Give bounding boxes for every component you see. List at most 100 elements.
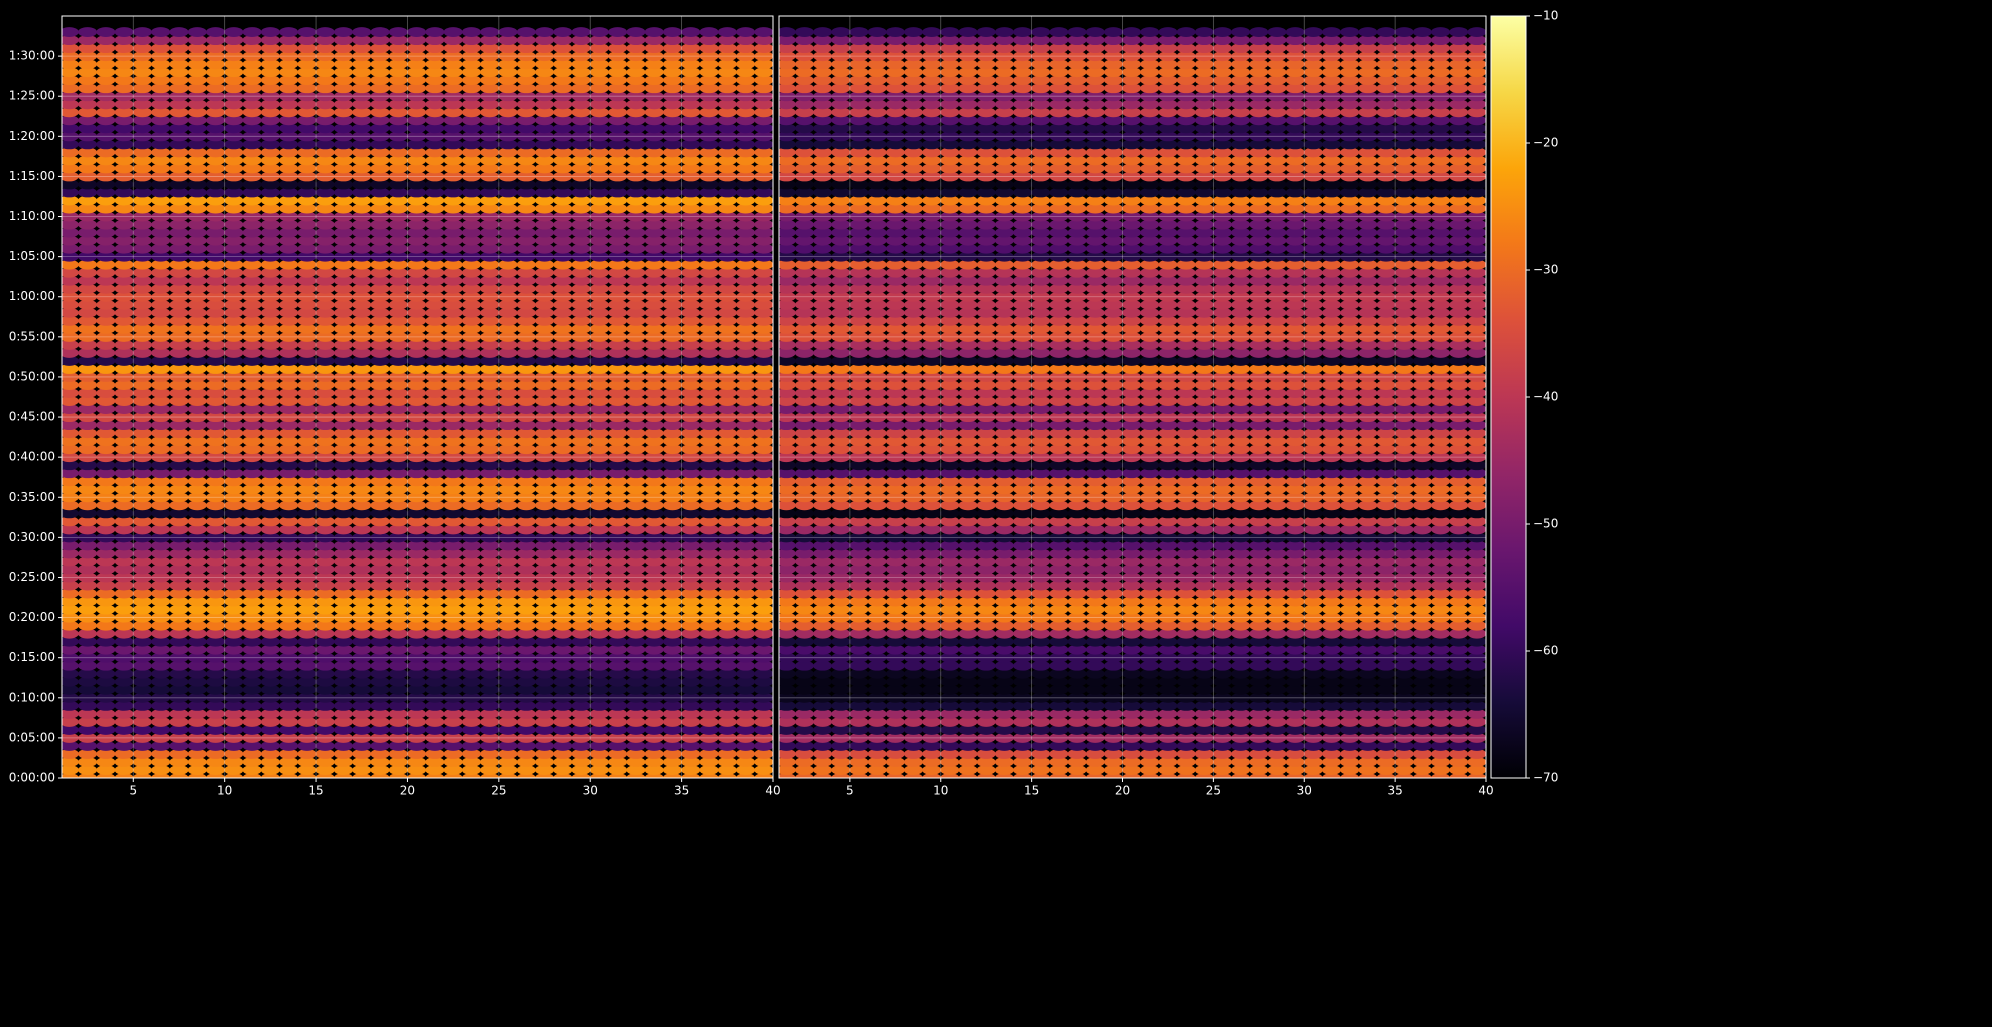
cell — [114, 620, 134, 631]
cell — [736, 99, 756, 110]
cell — [644, 732, 664, 743]
cell — [352, 155, 372, 166]
cell — [333, 524, 353, 535]
cell — [96, 412, 116, 423]
cell — [242, 692, 262, 703]
cell — [516, 307, 536, 318]
cell — [626, 484, 646, 495]
cell — [132, 620, 152, 631]
cell — [553, 59, 573, 70]
cell — [425, 524, 445, 535]
cell — [1031, 756, 1051, 767]
cell — [535, 436, 555, 447]
cell — [922, 765, 942, 775]
cell — [498, 139, 518, 150]
cell — [717, 636, 737, 647]
cell — [644, 716, 664, 727]
cell — [297, 588, 317, 599]
cell — [388, 219, 408, 230]
cell — [699, 251, 719, 262]
cell — [626, 99, 646, 110]
cell — [388, 460, 408, 471]
cell — [589, 299, 609, 310]
y-tick-label: 0:50:00 — [9, 369, 55, 383]
cell — [96, 492, 116, 503]
cell — [662, 484, 682, 495]
cell — [242, 540, 262, 551]
cell — [315, 604, 335, 615]
cell — [114, 540, 134, 551]
cell — [589, 740, 609, 751]
cell — [352, 123, 372, 134]
cell — [315, 540, 335, 551]
cell — [114, 588, 134, 599]
cell — [224, 564, 244, 575]
cell — [754, 91, 773, 102]
cell — [224, 388, 244, 398]
cell — [260, 355, 280, 366]
cell — [370, 468, 390, 479]
cell — [370, 171, 390, 182]
cell — [589, 765, 609, 775]
cell — [553, 588, 573, 599]
cell — [717, 147, 737, 158]
cell — [754, 107, 773, 118]
cell — [78, 235, 98, 246]
cell — [169, 195, 189, 206]
cell — [535, 636, 555, 647]
cell — [187, 556, 207, 567]
cell — [553, 35, 573, 46]
cell — [297, 748, 317, 759]
cell — [662, 291, 682, 302]
cell — [352, 404, 372, 415]
cell — [681, 259, 701, 270]
cell — [62, 283, 79, 294]
cell — [315, 716, 335, 727]
cell — [443, 251, 463, 262]
cell — [132, 644, 152, 655]
cell — [699, 131, 719, 142]
cell — [297, 404, 317, 415]
cell — [96, 516, 116, 527]
cell — [242, 355, 262, 366]
cell — [224, 700, 244, 711]
cell — [206, 131, 226, 142]
cell — [699, 331, 719, 342]
x-tick-label: 25 — [491, 784, 506, 798]
cell — [681, 524, 701, 535]
cell — [516, 556, 536, 567]
cell — [297, 388, 317, 398]
cell — [461, 532, 481, 543]
cell — [589, 291, 609, 302]
data-layer — [62, 27, 773, 778]
cell — [78, 75, 98, 86]
cell — [754, 660, 773, 671]
cell — [96, 612, 116, 623]
cell — [699, 363, 719, 374]
cell — [388, 211, 408, 222]
cell — [498, 251, 518, 262]
cell — [626, 43, 646, 54]
cell — [516, 692, 536, 703]
cell — [224, 540, 244, 551]
cell — [626, 420, 646, 431]
cell — [1249, 756, 1269, 767]
cell — [315, 652, 335, 663]
cell — [279, 251, 299, 262]
cell — [388, 540, 408, 551]
cell — [443, 676, 463, 687]
cell — [187, 444, 207, 455]
cell — [498, 155, 518, 166]
cell — [608, 251, 628, 262]
cell — [443, 43, 463, 54]
cell — [352, 492, 372, 503]
cell — [370, 147, 390, 158]
cell — [443, 476, 463, 487]
cell — [736, 323, 756, 334]
cell — [498, 27, 518, 38]
cell — [754, 628, 773, 639]
cell — [754, 83, 773, 94]
cell — [535, 732, 555, 743]
cell — [461, 700, 481, 711]
cell — [169, 396, 189, 406]
